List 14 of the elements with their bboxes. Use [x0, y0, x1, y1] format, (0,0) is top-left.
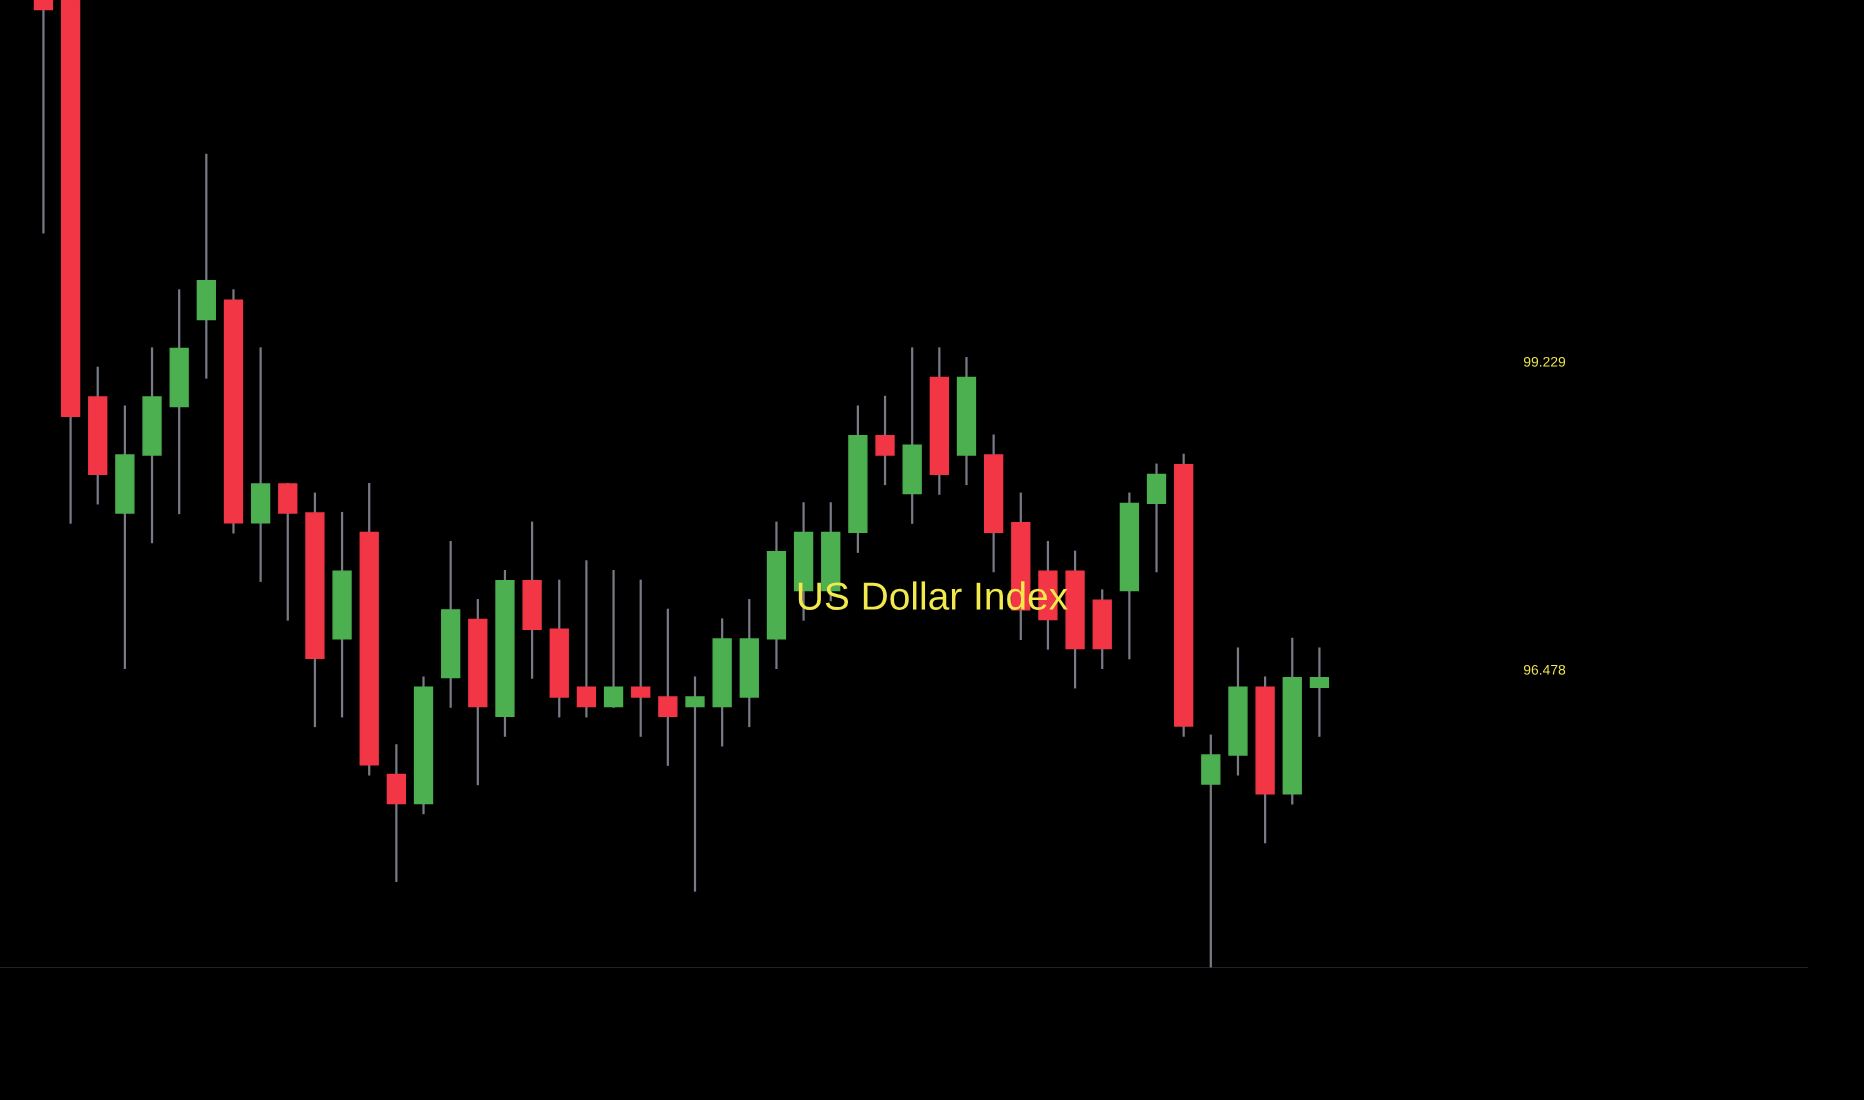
candlestick — [33, 0, 54, 234]
candlestick — [196, 153, 216, 379]
candlestick — [875, 395, 895, 486]
candlestick — [685, 676, 705, 892]
candlestick — [1146, 463, 1167, 573]
candlestick — [1309, 647, 1330, 737]
candlestick — [1201, 734, 1221, 968]
candlestick — [658, 608, 678, 766]
candlestick — [250, 347, 271, 582]
candlestick — [631, 579, 651, 737]
candlestick — [386, 744, 407, 882]
candlestick — [278, 482, 298, 621]
candlestick — [603, 570, 624, 708]
candlestick — [576, 560, 597, 718]
